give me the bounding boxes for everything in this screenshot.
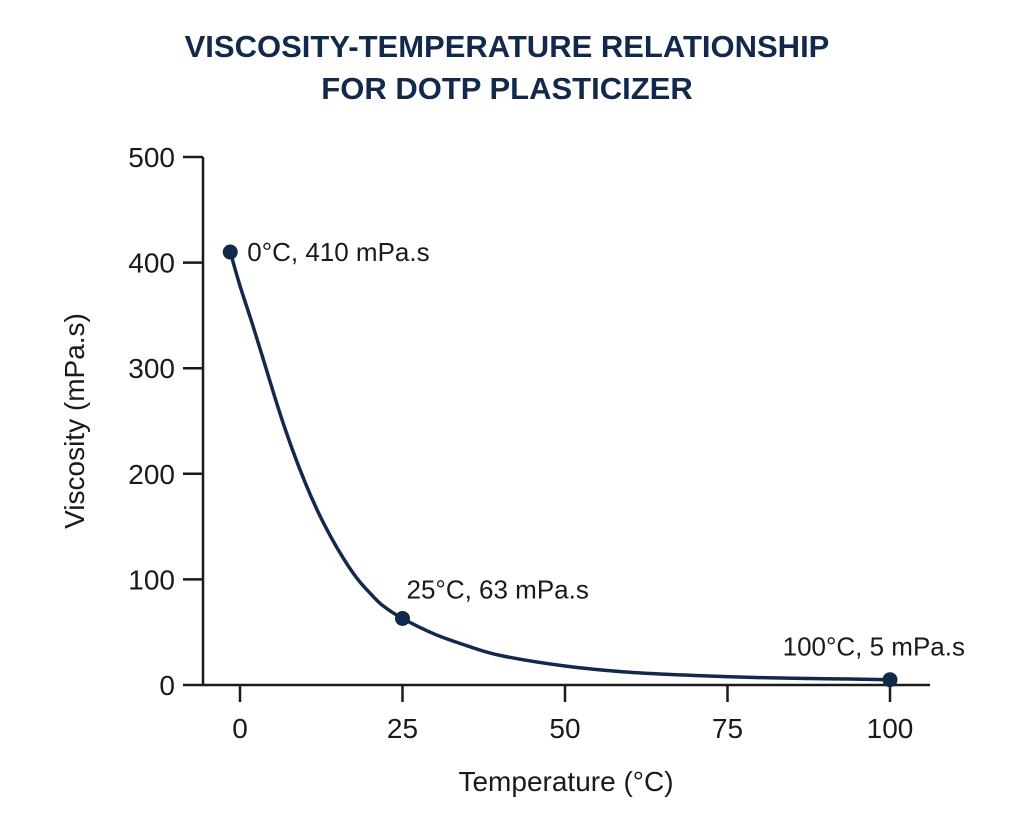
y-tick-label: 300 <box>128 353 175 384</box>
series-group <box>228 250 892 682</box>
y-tick-label: 100 <box>128 564 175 595</box>
data-point-label: 100°C, 5 mPa.s <box>783 632 965 662</box>
axes <box>201 157 930 687</box>
y-tick-label: 500 <box>128 142 175 173</box>
x-tick-label: 0 <box>232 713 248 744</box>
series-line <box>228 250 892 682</box>
y-axis-title: Viscosity (mPa.s) <box>59 313 90 529</box>
data-point-marker <box>222 244 238 260</box>
chart-title-line-1: VISCOSITY-TEMPERATURE RELATIONSHIP <box>185 29 830 64</box>
x-tick-label: 75 <box>712 713 743 744</box>
data-point-label: 25°C, 63 mPa.s <box>407 574 589 604</box>
data-point-marker <box>882 672 898 688</box>
y-tick-label: 200 <box>128 459 175 490</box>
data-point-label: 0°C, 410 mPa.s <box>247 237 429 267</box>
y-tick-label: 400 <box>128 248 175 279</box>
x-tick-label: 50 <box>549 713 580 744</box>
markers-group: 0°C, 410 mPa.s 25°C, 63 mPa.s 100°C, 5 mPa… <box>222 237 965 688</box>
data-point-marker <box>395 610 410 626</box>
y-tick-label: 0 <box>159 670 175 701</box>
x-axis-title: Temperature (°C) <box>458 766 673 797</box>
x-tick-label: 25 <box>387 713 418 744</box>
y-axis-ticks: 0 100 200 300 400 500 <box>128 142 203 701</box>
chart-title-line-2: FOR DOTP PLASTICIZER <box>321 71 692 106</box>
x-tick-label: 100 <box>867 713 914 744</box>
x-axis-ticks: 0 25 50 75 100 <box>232 685 913 744</box>
